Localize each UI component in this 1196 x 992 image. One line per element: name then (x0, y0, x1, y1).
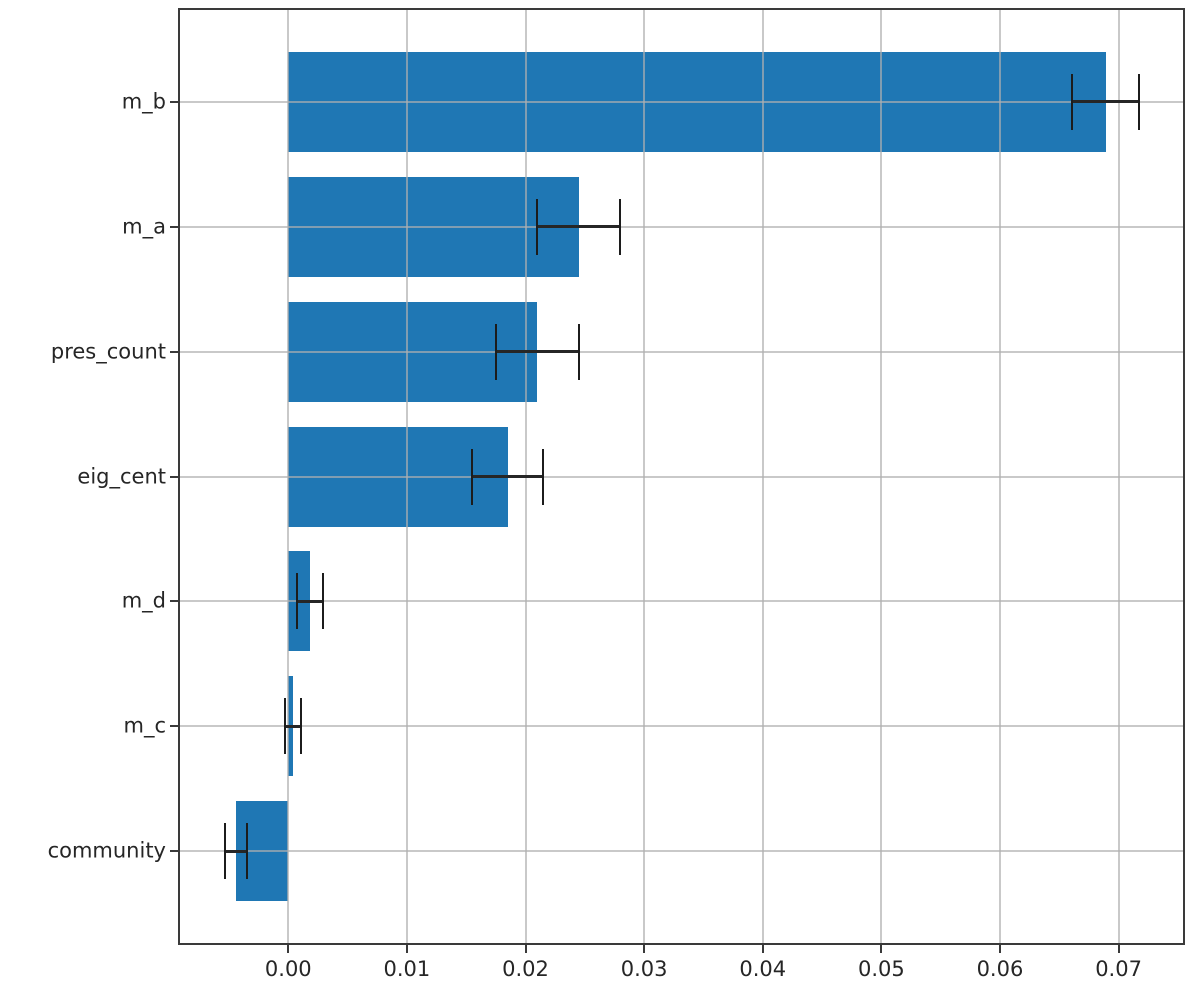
y-gridline (178, 350, 1185, 353)
y-tick-label: m_d (121, 588, 166, 613)
x-tick-label: 0.00 (264, 957, 312, 981)
error-bar-cap (619, 198, 622, 255)
y-gridline (178, 850, 1185, 853)
y-gridline (178, 475, 1185, 478)
x-tick-mark (287, 945, 290, 953)
error-bar-eig_cent (472, 475, 544, 478)
y-tick-mark (170, 850, 178, 853)
error-bar-cap (536, 198, 539, 255)
error-bar-cap (577, 323, 580, 380)
y-tick-mark (170, 100, 178, 103)
error-bar-community (225, 849, 247, 853)
x-tick-label: 0.03 (620, 957, 668, 981)
y-gridline (178, 725, 1185, 728)
y-gridline (178, 100, 1185, 103)
error-bar-cap (494, 323, 497, 380)
x-tick-mark (880, 945, 883, 953)
x-tick-label: 0.05 (857, 957, 905, 981)
plot-area (178, 8, 1185, 945)
error-bar-pres_count (495, 350, 579, 354)
error-bar-cap (245, 823, 248, 880)
error-bar-cap (300, 698, 303, 755)
error-bar-cap (1137, 73, 1140, 130)
x-tick-mark (998, 945, 1001, 953)
error-bar-m_d (296, 599, 323, 603)
y-gridline (178, 225, 1185, 228)
x-tick-label: 0.01 (383, 957, 431, 981)
x-tick-label: 0.06 (976, 957, 1024, 981)
error-bar-cap (321, 573, 324, 630)
y-tick-label: community (47, 838, 166, 863)
y-gridline (178, 600, 1185, 603)
y-tick-label: eig_cent (77, 464, 166, 489)
error-bar-cap (295, 573, 298, 630)
x-tick-mark (643, 945, 646, 953)
x-tick-label: 0.02 (502, 957, 549, 981)
x-tick-mark (405, 945, 408, 953)
error-bar-cap (542, 448, 545, 505)
error-bar-cap (224, 823, 227, 880)
x-tick-mark (524, 945, 527, 953)
error-bar-m_c (284, 724, 302, 728)
x-tick-mark (761, 945, 764, 953)
y-tick-mark (170, 225, 178, 228)
y-tick-label: m_a (122, 214, 166, 239)
error-bar-m_a (537, 225, 621, 229)
y-tick-mark (170, 350, 178, 353)
y-tick-mark (170, 475, 178, 478)
x-tick-mark (1117, 945, 1120, 953)
error-bar-m_b (1072, 100, 1139, 104)
y-tick-mark (170, 725, 178, 728)
error-bar-cap (471, 448, 474, 505)
error-bar-cap (1071, 73, 1074, 130)
x-tick-label: 0.07 (1095, 957, 1142, 981)
y-tick-label: m_c (123, 713, 166, 738)
x-tick-label: 0.04 (739, 957, 787, 981)
y-tick-label: pres_count (50, 339, 166, 364)
error-bar-cap (283, 698, 286, 755)
y-tick-mark (170, 600, 178, 603)
y-tick-label: m_b (121, 89, 166, 114)
